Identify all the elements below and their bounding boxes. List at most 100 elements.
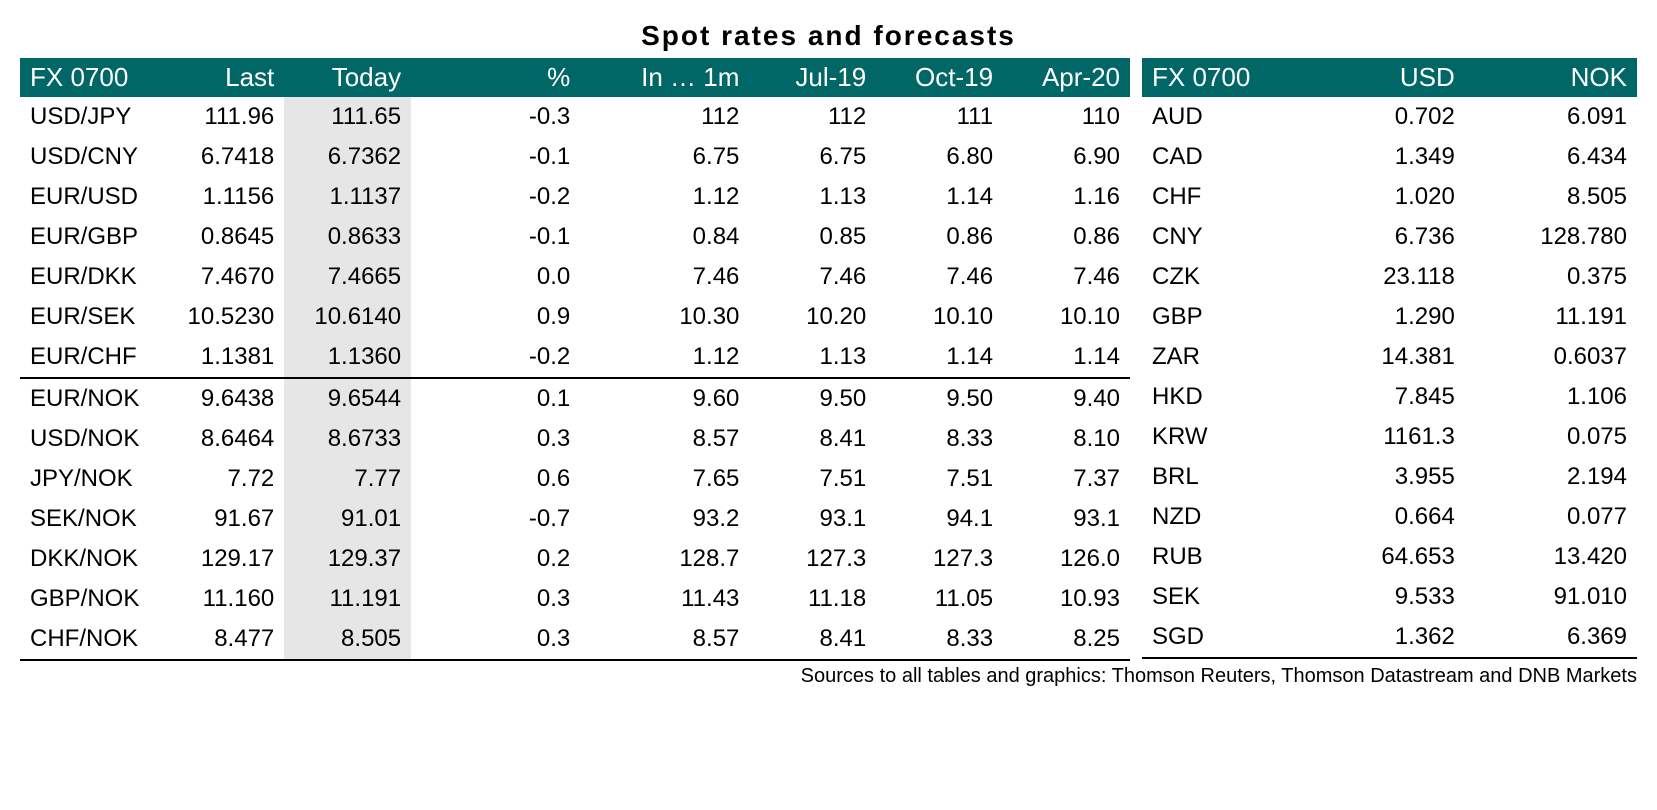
cell-nok: 0.077 <box>1465 497 1637 537</box>
cell-apr: 0.86 <box>1003 217 1130 257</box>
col-header: FX 0700 <box>20 58 157 97</box>
cell-pair: USD/CNY <box>20 137 157 177</box>
table-row: USD/CNY6.74186.7362-0.16.756.756.806.90 <box>20 137 1130 177</box>
cell-ccy: CZK <box>1142 257 1293 297</box>
cell-oct: 7.46 <box>876 257 1003 297</box>
cell-today: 11.191 <box>284 579 411 619</box>
cell-pair: CHF/NOK <box>20 619 157 660</box>
cell-pair: DKK/NOK <box>20 539 157 579</box>
cell-today: 129.37 <box>284 539 411 579</box>
cell-pair: USD/JPY <box>20 97 157 137</box>
table-row: KRW1161.30.075 <box>1142 417 1637 457</box>
cell-ccy: CHF <box>1142 177 1293 217</box>
cell-oct: 8.33 <box>876 619 1003 660</box>
cell-apr: 93.1 <box>1003 499 1130 539</box>
table-row: BRL3.9552.194 <box>1142 457 1637 497</box>
cell-jul: 1.13 <box>749 337 876 378</box>
cell-usd: 64.653 <box>1293 537 1465 577</box>
cell-today: 7.77 <box>284 459 411 499</box>
cell-usd: 1161.3 <box>1293 417 1465 457</box>
col-header: Jul-19 <box>749 58 876 97</box>
cell-oct: 1.14 <box>876 177 1003 217</box>
cell-usd: 3.955 <box>1293 457 1465 497</box>
cell-m1: 10.30 <box>580 297 749 337</box>
cell-m1: 128.7 <box>580 539 749 579</box>
col-header: USD <box>1293 58 1465 97</box>
cell-pair: EUR/SEK <box>20 297 157 337</box>
cell-pct: -0.1 <box>411 217 580 257</box>
table-row: SGD1.3626.369 <box>1142 617 1637 658</box>
cell-nok: 1.106 <box>1465 377 1637 417</box>
cell-m1: 1.12 <box>580 337 749 378</box>
cell-jul: 93.1 <box>749 499 876 539</box>
cell-m1: 9.60 <box>580 378 749 419</box>
table-row: HKD7.8451.106 <box>1142 377 1637 417</box>
spot-rates-table: FX 0700 Last Today % In … 1m Jul-19 Oct-… <box>20 58 1130 661</box>
cell-apr: 1.14 <box>1003 337 1130 378</box>
cell-jul: 112 <box>749 97 876 137</box>
table-row: AUD0.7026.091 <box>1142 97 1637 137</box>
table-header-row: FX 0700 USD NOK <box>1142 58 1637 97</box>
cell-jul: 7.51 <box>749 459 876 499</box>
cell-today: 111.65 <box>284 97 411 137</box>
cell-apr: 8.25 <box>1003 619 1130 660</box>
cell-pair: EUR/DKK <box>20 257 157 297</box>
cell-pct: 0.2 <box>411 539 580 579</box>
cell-apr: 110 <box>1003 97 1130 137</box>
table-row: USD/JPY111.96111.65-0.3112112111110 <box>20 97 1130 137</box>
cell-apr: 126.0 <box>1003 539 1130 579</box>
cell-jul: 8.41 <box>749 619 876 660</box>
cell-pct: -0.7 <box>411 499 580 539</box>
cell-ccy: KRW <box>1142 417 1293 457</box>
cell-m1: 0.84 <box>580 217 749 257</box>
cell-last: 0.8645 <box>157 217 284 257</box>
cell-pct: 0.3 <box>411 579 580 619</box>
cell-m1: 1.12 <box>580 177 749 217</box>
cell-last: 1.1381 <box>157 337 284 378</box>
cell-ccy: SEK <box>1142 577 1293 617</box>
table-row: GBP1.29011.191 <box>1142 297 1637 337</box>
cell-pct: 0.6 <box>411 459 580 499</box>
cell-m1: 7.65 <box>580 459 749 499</box>
cell-last: 10.5230 <box>157 297 284 337</box>
cell-last: 6.7418 <box>157 137 284 177</box>
cell-pair: EUR/CHF <box>20 337 157 378</box>
cell-jul: 11.18 <box>749 579 876 619</box>
cell-pct: 0.1 <box>411 378 580 419</box>
col-header: Apr-20 <box>1003 58 1130 97</box>
cell-oct: 11.05 <box>876 579 1003 619</box>
cell-nok: 0.075 <box>1465 417 1637 457</box>
cell-pct: -0.2 <box>411 337 580 378</box>
cell-usd: 6.736 <box>1293 217 1465 257</box>
cell-ccy: RUB <box>1142 537 1293 577</box>
cell-jul: 1.13 <box>749 177 876 217</box>
table-row: CHF1.0208.505 <box>1142 177 1637 217</box>
source-note: Sources to all tables and graphics: Thom… <box>20 665 1637 688</box>
table-row: SEK/NOK91.6791.01-0.793.293.194.193.1 <box>20 499 1130 539</box>
table-row: USD/NOK8.64648.67330.38.578.418.338.10 <box>20 419 1130 459</box>
col-header: Last <box>157 58 284 97</box>
cell-nok: 8.505 <box>1465 177 1637 217</box>
cell-jul: 7.46 <box>749 257 876 297</box>
col-header: Oct-19 <box>876 58 1003 97</box>
cell-last: 9.6438 <box>157 378 284 419</box>
cell-ccy: BRL <box>1142 457 1293 497</box>
cell-today: 6.7362 <box>284 137 411 177</box>
cell-oct: 127.3 <box>876 539 1003 579</box>
cell-jul: 8.41 <box>749 419 876 459</box>
cell-nok: 6.434 <box>1465 137 1637 177</box>
cell-today: 0.8633 <box>284 217 411 257</box>
cell-today: 1.1137 <box>284 177 411 217</box>
cell-today: 1.1360 <box>284 337 411 378</box>
cell-m1: 7.46 <box>580 257 749 297</box>
cell-nok: 0.6037 <box>1465 337 1637 377</box>
cell-ccy: SGD <box>1142 617 1293 658</box>
cell-nok: 0.375 <box>1465 257 1637 297</box>
cell-last: 129.17 <box>157 539 284 579</box>
table-row: RUB64.65313.420 <box>1142 537 1637 577</box>
table-title: Spot rates and forecasts <box>20 20 1637 52</box>
cell-apr: 7.37 <box>1003 459 1130 499</box>
cell-ccy: CNY <box>1142 217 1293 257</box>
cell-usd: 0.702 <box>1293 97 1465 137</box>
table-row: CNY6.736128.780 <box>1142 217 1637 257</box>
